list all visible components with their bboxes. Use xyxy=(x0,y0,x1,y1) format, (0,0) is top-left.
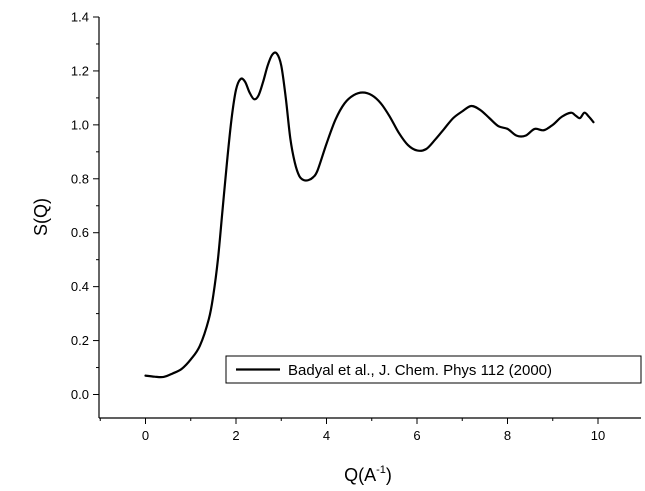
x-tick-label: 0 xyxy=(142,428,149,443)
legend: Badyal et al., J. Chem. Phys 112 (2000) xyxy=(225,355,642,384)
y-tick-label: 0.2 xyxy=(71,333,89,348)
x-axis-ticks: 0 2 4 6 8 10 xyxy=(99,418,605,443)
series-line xyxy=(144,51,595,379)
legend-label: Badyal et al., J. Chem. Phys 112 (2000) xyxy=(288,362,552,379)
x-axis-title-superscript: -1 xyxy=(376,464,386,476)
x-axis-title-main: Q(A xyxy=(344,465,376,485)
legend-box xyxy=(225,355,642,384)
y-tick-label: 1.2 xyxy=(71,63,89,78)
y-tick-label: 0.4 xyxy=(71,279,89,294)
x-axis-title: Q(A-1) xyxy=(344,464,392,485)
x-tick-label: 10 xyxy=(591,428,605,443)
y-tick-label: 1.4 xyxy=(71,10,89,25)
y-axis-title: S(Q) xyxy=(31,198,51,236)
x-axis-title-close: ) xyxy=(386,465,392,485)
plot-area: 0.0 0.2 0.4 0.6 0.8 1.0 1.2 1.4 0 2 4 6 8 10 xyxy=(71,10,641,443)
y-axis-ticks: 0.0 0.2 0.4 0.6 0.8 1.0 1.2 1.4 xyxy=(71,10,99,402)
x-tick-label: 4 xyxy=(323,428,330,443)
x-tick-label: 8 xyxy=(504,428,511,443)
y-tick-label: 0.0 xyxy=(71,387,89,402)
y-tick-label: 0.6 xyxy=(71,225,89,240)
x-tick-label: 6 xyxy=(413,428,420,443)
y-tick-label: 1.0 xyxy=(71,117,89,132)
x-tick-label: 2 xyxy=(232,428,239,443)
y-tick-label: 0.8 xyxy=(71,171,89,186)
